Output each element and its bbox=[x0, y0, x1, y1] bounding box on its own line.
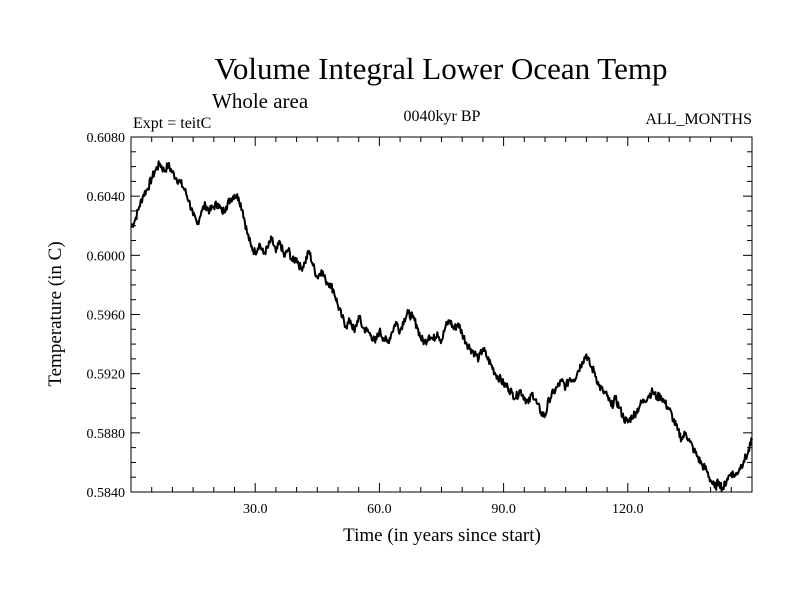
chart-subtitle: Whole area bbox=[212, 89, 309, 113]
y-tick-label: 0.6000 bbox=[87, 249, 126, 264]
x-tick-label: 90.0 bbox=[491, 502, 516, 517]
y-tick-label: 0.6040 bbox=[87, 190, 126, 205]
x-tick-label: 120.0 bbox=[612, 502, 644, 517]
experiment-label: Expt = teitC bbox=[133, 115, 211, 132]
x-axis-label: Time (in years since start) bbox=[343, 525, 541, 546]
y-tick-label: 0.5960 bbox=[87, 309, 126, 324]
y-axis-label: Temperature (in C) bbox=[45, 241, 66, 386]
period-label: 0040kyr BP bbox=[404, 108, 481, 125]
y-tick-label: 0.6080 bbox=[87, 131, 126, 146]
x-tick-label: 60.0 bbox=[367, 502, 392, 517]
x-tick-labels: 30.0 60.0 90.0 120.0 bbox=[243, 502, 644, 517]
y-tick-label: 0.5920 bbox=[87, 368, 126, 383]
chart-title: Volume Integral Lower Ocean Temp bbox=[215, 51, 668, 86]
axis-ticks bbox=[131, 137, 752, 492]
plot-area: 30.0 60.0 90.0 120.0 0.5840 0.5880 0.5920 0.59… bbox=[87, 131, 753, 517]
temperature-series-line bbox=[130, 160, 753, 492]
x-tick-label: 30.0 bbox=[243, 502, 268, 517]
y-tick-label: 0.5880 bbox=[87, 427, 126, 442]
plot-frame bbox=[130, 136, 753, 493]
y-tick-labels: 0.5840 0.5880 0.5920 0.5960 0.6000 0.6040 0.60… bbox=[87, 131, 126, 501]
y-tick-label: 0.5840 bbox=[87, 486, 126, 501]
months-label: ALL_MONTHS bbox=[645, 111, 752, 128]
